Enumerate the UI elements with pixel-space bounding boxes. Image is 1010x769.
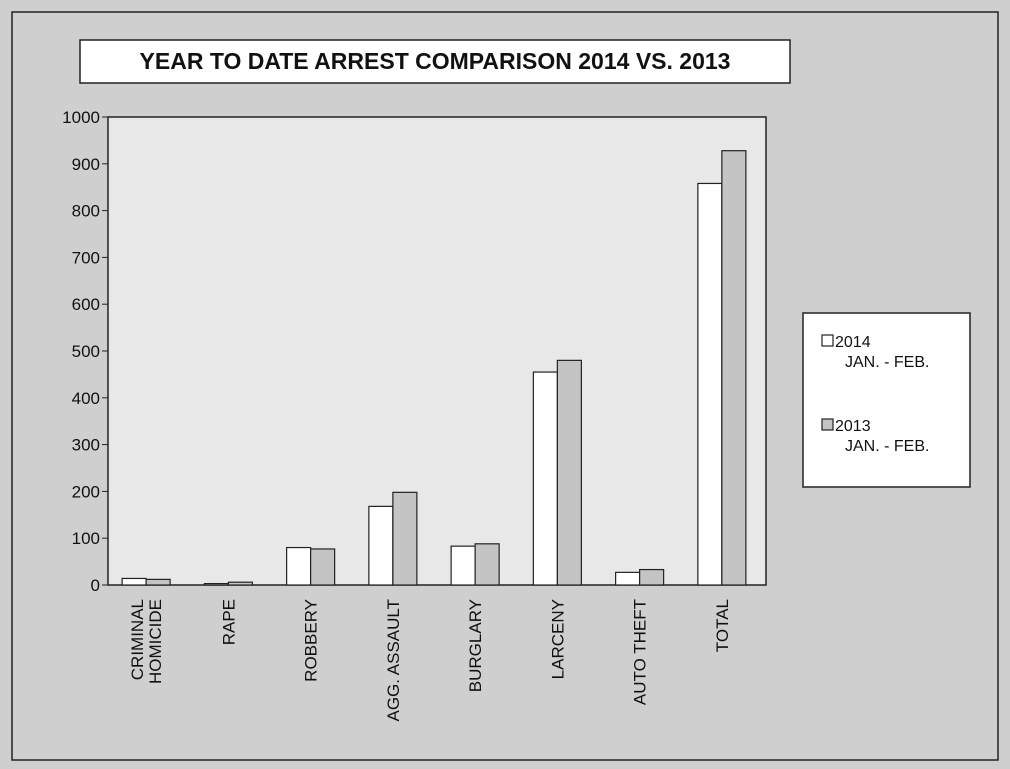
y-tick-label: 0 [91, 576, 100, 595]
legend-swatch [821, 334, 834, 347]
x-tick-label: ROBBERY [302, 599, 321, 682]
bar [227, 581, 253, 586]
legend-label: 2013 JAN. - FEB. [835, 418, 929, 455]
y-tick-label: 700 [72, 248, 100, 267]
bar [450, 545, 476, 586]
bar [392, 491, 418, 586]
legend-label: 2014 JAN. - FEB. [835, 334, 929, 371]
y-tick-label: 800 [72, 202, 100, 221]
y-tick-label: 900 [72, 155, 100, 174]
y-tick-label: 200 [72, 482, 100, 501]
bar [639, 568, 665, 586]
bar [532, 371, 558, 586]
bar [368, 505, 394, 586]
x-tick-label: RAPE [219, 599, 238, 645]
x-tick-label: TOTAL [713, 599, 732, 652]
x-tick-label: CRIMINALHOMICIDE [128, 599, 165, 684]
bar [474, 543, 500, 586]
y-tick-label: 600 [72, 295, 100, 314]
bar [697, 182, 723, 586]
y-tick-label: 100 [72, 529, 100, 548]
title-box [79, 39, 791, 84]
y-tick-label: 300 [72, 436, 100, 455]
chart-title: YEAR TO DATE ARREST COMPARISON 2014 VS. … [140, 48, 731, 74]
bar [721, 150, 747, 586]
bar [121, 577, 147, 586]
x-tick-label: BURGLARY [466, 599, 485, 692]
bar [145, 578, 171, 586]
plot-area [107, 116, 767, 586]
bar [203, 582, 229, 586]
bar [286, 546, 312, 586]
x-tick-label: AUTO THEFT [631, 599, 650, 705]
y-tick-label: 400 [72, 389, 100, 408]
y-tick-label: 1000 [62, 108, 100, 127]
legend-swatch [821, 418, 834, 431]
bar [310, 548, 336, 586]
bar [556, 359, 582, 586]
frame [11, 11, 999, 761]
x-tick-label: AGG. ASSAULT [384, 599, 403, 722]
y-tick-label: 500 [72, 342, 100, 361]
x-tick-label: LARCENY [548, 599, 567, 679]
bar [615, 571, 641, 586]
